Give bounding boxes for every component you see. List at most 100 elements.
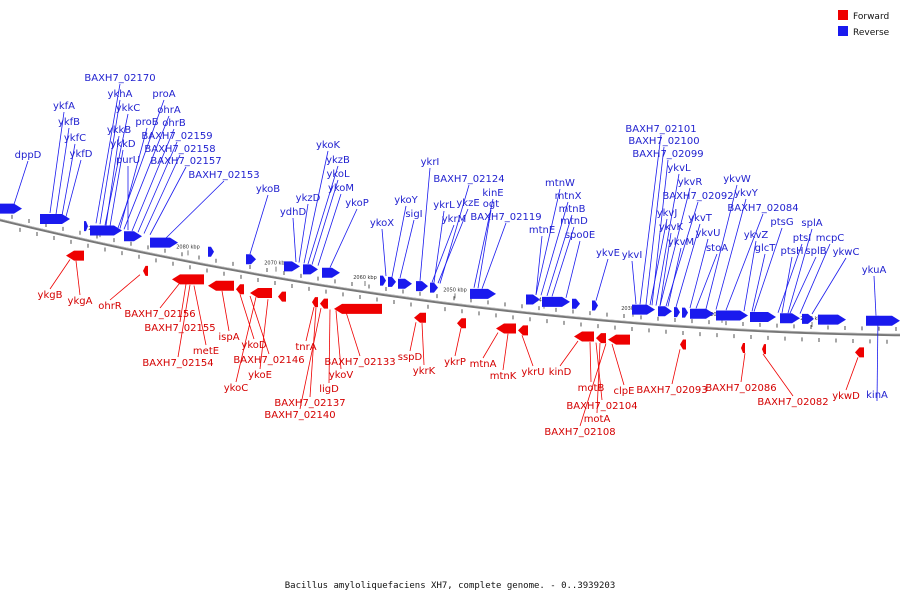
reverse-gene-leader-26 xyxy=(329,208,358,268)
reverse-gene-leader-27 xyxy=(381,228,387,277)
reverse-gene-arrow-25 xyxy=(690,308,714,319)
reverse-gene-leader-21 xyxy=(307,165,339,265)
reverse-gene-leader-25 xyxy=(292,217,297,263)
forward-gene-leader-28 xyxy=(579,343,607,427)
reverse-gene-leader-38 xyxy=(535,188,561,295)
reverse-gene-label-ykfb: ykfB xyxy=(58,117,80,128)
forward-gene-label-sspd: sspD xyxy=(398,352,423,363)
reverse-gene-leader-58 xyxy=(705,184,738,310)
reverse-gene-label-ykfd: ykfD xyxy=(70,149,93,160)
reverse-gene-label-ogt: ogt xyxy=(483,199,499,210)
reverse-gene-leader-70 xyxy=(873,275,877,316)
reverse-gene-label-ykvk: ykvK xyxy=(659,222,684,233)
reverse-gene-label-baxh7-02084: BAXH7_02084 xyxy=(727,203,798,214)
reverse-gene-arrow-19 xyxy=(572,298,580,309)
reverse-gene-leader-12 xyxy=(119,127,148,229)
reverse-gene-label-ykoy: ykoY xyxy=(394,195,418,206)
reverse-gene-leader-16 xyxy=(143,154,181,234)
reverse-gene-leader-46 xyxy=(645,146,665,305)
reverse-gene-leader-52 xyxy=(659,232,672,306)
forward-gene-leader-30 xyxy=(671,349,681,385)
reverse-gene-arrow-27 xyxy=(750,312,776,323)
reverse-gene-leader-4 xyxy=(65,159,82,217)
reverse-gene-arrow-1 xyxy=(40,214,70,225)
reverse-gene-label-baxh7-02092: BAXH7_02092 xyxy=(662,191,733,202)
reverse-gene-label-ykzd: ykzD xyxy=(296,193,321,204)
reverse-gene-leader-2 xyxy=(55,127,70,215)
forward-gene-leader-2 xyxy=(109,274,141,301)
forward-gene-label-ohrr: ohrR xyxy=(98,301,122,312)
forward-gene-label-ykrk: ykrK xyxy=(413,366,436,377)
forward-gene-label-mtnk: mtnK xyxy=(490,371,517,382)
forward-gene-leader-0 xyxy=(49,259,71,290)
genome-backbone-highlight xyxy=(0,218,900,335)
reverse-gene-label-ykve: ykvE xyxy=(596,248,620,259)
reverse-gene-label-stoa: stoA xyxy=(706,243,728,254)
reverse-gene-arrow-11 xyxy=(380,275,386,286)
reverse-gene-leader-36 xyxy=(477,209,492,289)
forward-gene-arrow-16 xyxy=(608,334,630,345)
reverse-gene-label-ykvj: ykvJ xyxy=(657,208,678,219)
forward-gene-label-motb: motB xyxy=(578,383,605,394)
reverse-gene-leader-60 xyxy=(725,213,764,311)
reverse-gene-label-ykvy: ykvY xyxy=(734,188,759,199)
reverse-gene-leader-8 xyxy=(105,135,120,226)
forward-gene-label-ykwd: ykwD xyxy=(832,391,860,402)
gene-labels: dppD ykfA ykfB ykfC ykfD BAXH7_02170 ykhA ykkC y… xyxy=(15,73,888,438)
forward-gene-label-ykgb: ykgB xyxy=(38,290,63,301)
reverse-gene-arrow-20 xyxy=(592,300,598,311)
reverse-gene-label-mcpc: mcpC xyxy=(816,233,845,244)
reverse-gene-arrow-13 xyxy=(398,278,412,289)
reverse-gene-arrow-21 xyxy=(632,304,655,315)
forward-gene-leader-14 xyxy=(299,308,322,410)
reverse-gene-label-ykvz: ykvZ xyxy=(744,230,769,241)
reverse-gene-leader-40 xyxy=(546,214,573,297)
reverse-gene-leader-33 xyxy=(437,208,469,284)
reverse-gene-arrow-12 xyxy=(388,276,396,287)
forward-gene-leader-17 xyxy=(345,311,361,357)
forward-gene-arrow-9 xyxy=(334,303,382,314)
reverse-gene-label-ykha: ykhA xyxy=(108,89,133,100)
reverse-gene-label-ykvm: ykvM xyxy=(668,237,694,248)
reverse-gene-leader-18 xyxy=(165,180,225,239)
reverse-gene-leader-15 xyxy=(137,141,178,233)
forward-gene-leader-1 xyxy=(75,260,81,296)
reverse-gene-leader-41 xyxy=(551,226,575,297)
reverse-gene-leader-64 xyxy=(751,253,766,312)
reverse-gene-label-proa: proA xyxy=(152,89,175,100)
reverse-gene-leader-28 xyxy=(391,205,407,277)
reverse-gene-label-baxh7-02157: BAXH7_02157 xyxy=(150,156,221,167)
reverse-gene-label-ykvr: ykvR xyxy=(678,177,703,188)
reverse-gene-label-ykze: ykzE xyxy=(456,198,479,209)
reverse-gene-leader-54 xyxy=(675,223,701,308)
reverse-gene-leader-29 xyxy=(399,219,415,279)
reverse-gene-arrow-28 xyxy=(780,313,800,324)
forward-gene-leader-29 xyxy=(611,343,625,386)
scale-tick-label-2: 2070 kbp xyxy=(264,261,288,267)
forward-gene-label-baxh7-02082: BAXH7_02082 xyxy=(757,397,828,408)
scale-dashes xyxy=(11,214,897,344)
reverse-gene-label-ykfa: ykfA xyxy=(53,101,75,112)
reverse-gene-label-ykom: ykoM xyxy=(328,183,354,194)
forward-gene-label-baxh7-02155: BAXH7_02155 xyxy=(144,323,215,334)
forward-gene-arrow-8 xyxy=(320,298,328,309)
forward-gene-arrow-12 xyxy=(496,323,516,334)
reverse-gene-arrow-31 xyxy=(866,315,900,326)
gene-arrows xyxy=(0,203,900,358)
reverse-gene-label-ykkc: ykkC xyxy=(116,103,141,114)
reverse-gene-label-ptsh: ptsH xyxy=(781,246,804,257)
legend-swatch-forward xyxy=(838,10,848,20)
reverse-gene-leader-20 xyxy=(303,150,329,264)
reverse-gene-arrow-8 xyxy=(284,261,300,272)
reverse-gene-label-baxh7-02100: BAXH7_02100 xyxy=(628,136,699,147)
reverse-gene-arrow-14 xyxy=(416,281,428,292)
reverse-gene-arrow-9 xyxy=(303,264,318,275)
reverse-gene-label-kine: kinE xyxy=(482,188,503,199)
reverse-gene-leader-11 xyxy=(123,115,170,230)
forward-gene-leader-10 xyxy=(235,296,257,383)
forward-gene-label-ykga: ykgA xyxy=(68,296,93,307)
reverse-gene-label-ykvw: ykvW xyxy=(723,174,751,185)
scale-tick-label-4: 2050 kbp xyxy=(443,287,467,293)
reverse-gene-leader-5 xyxy=(95,83,121,224)
reverse-gene-leader-56 xyxy=(689,238,709,309)
